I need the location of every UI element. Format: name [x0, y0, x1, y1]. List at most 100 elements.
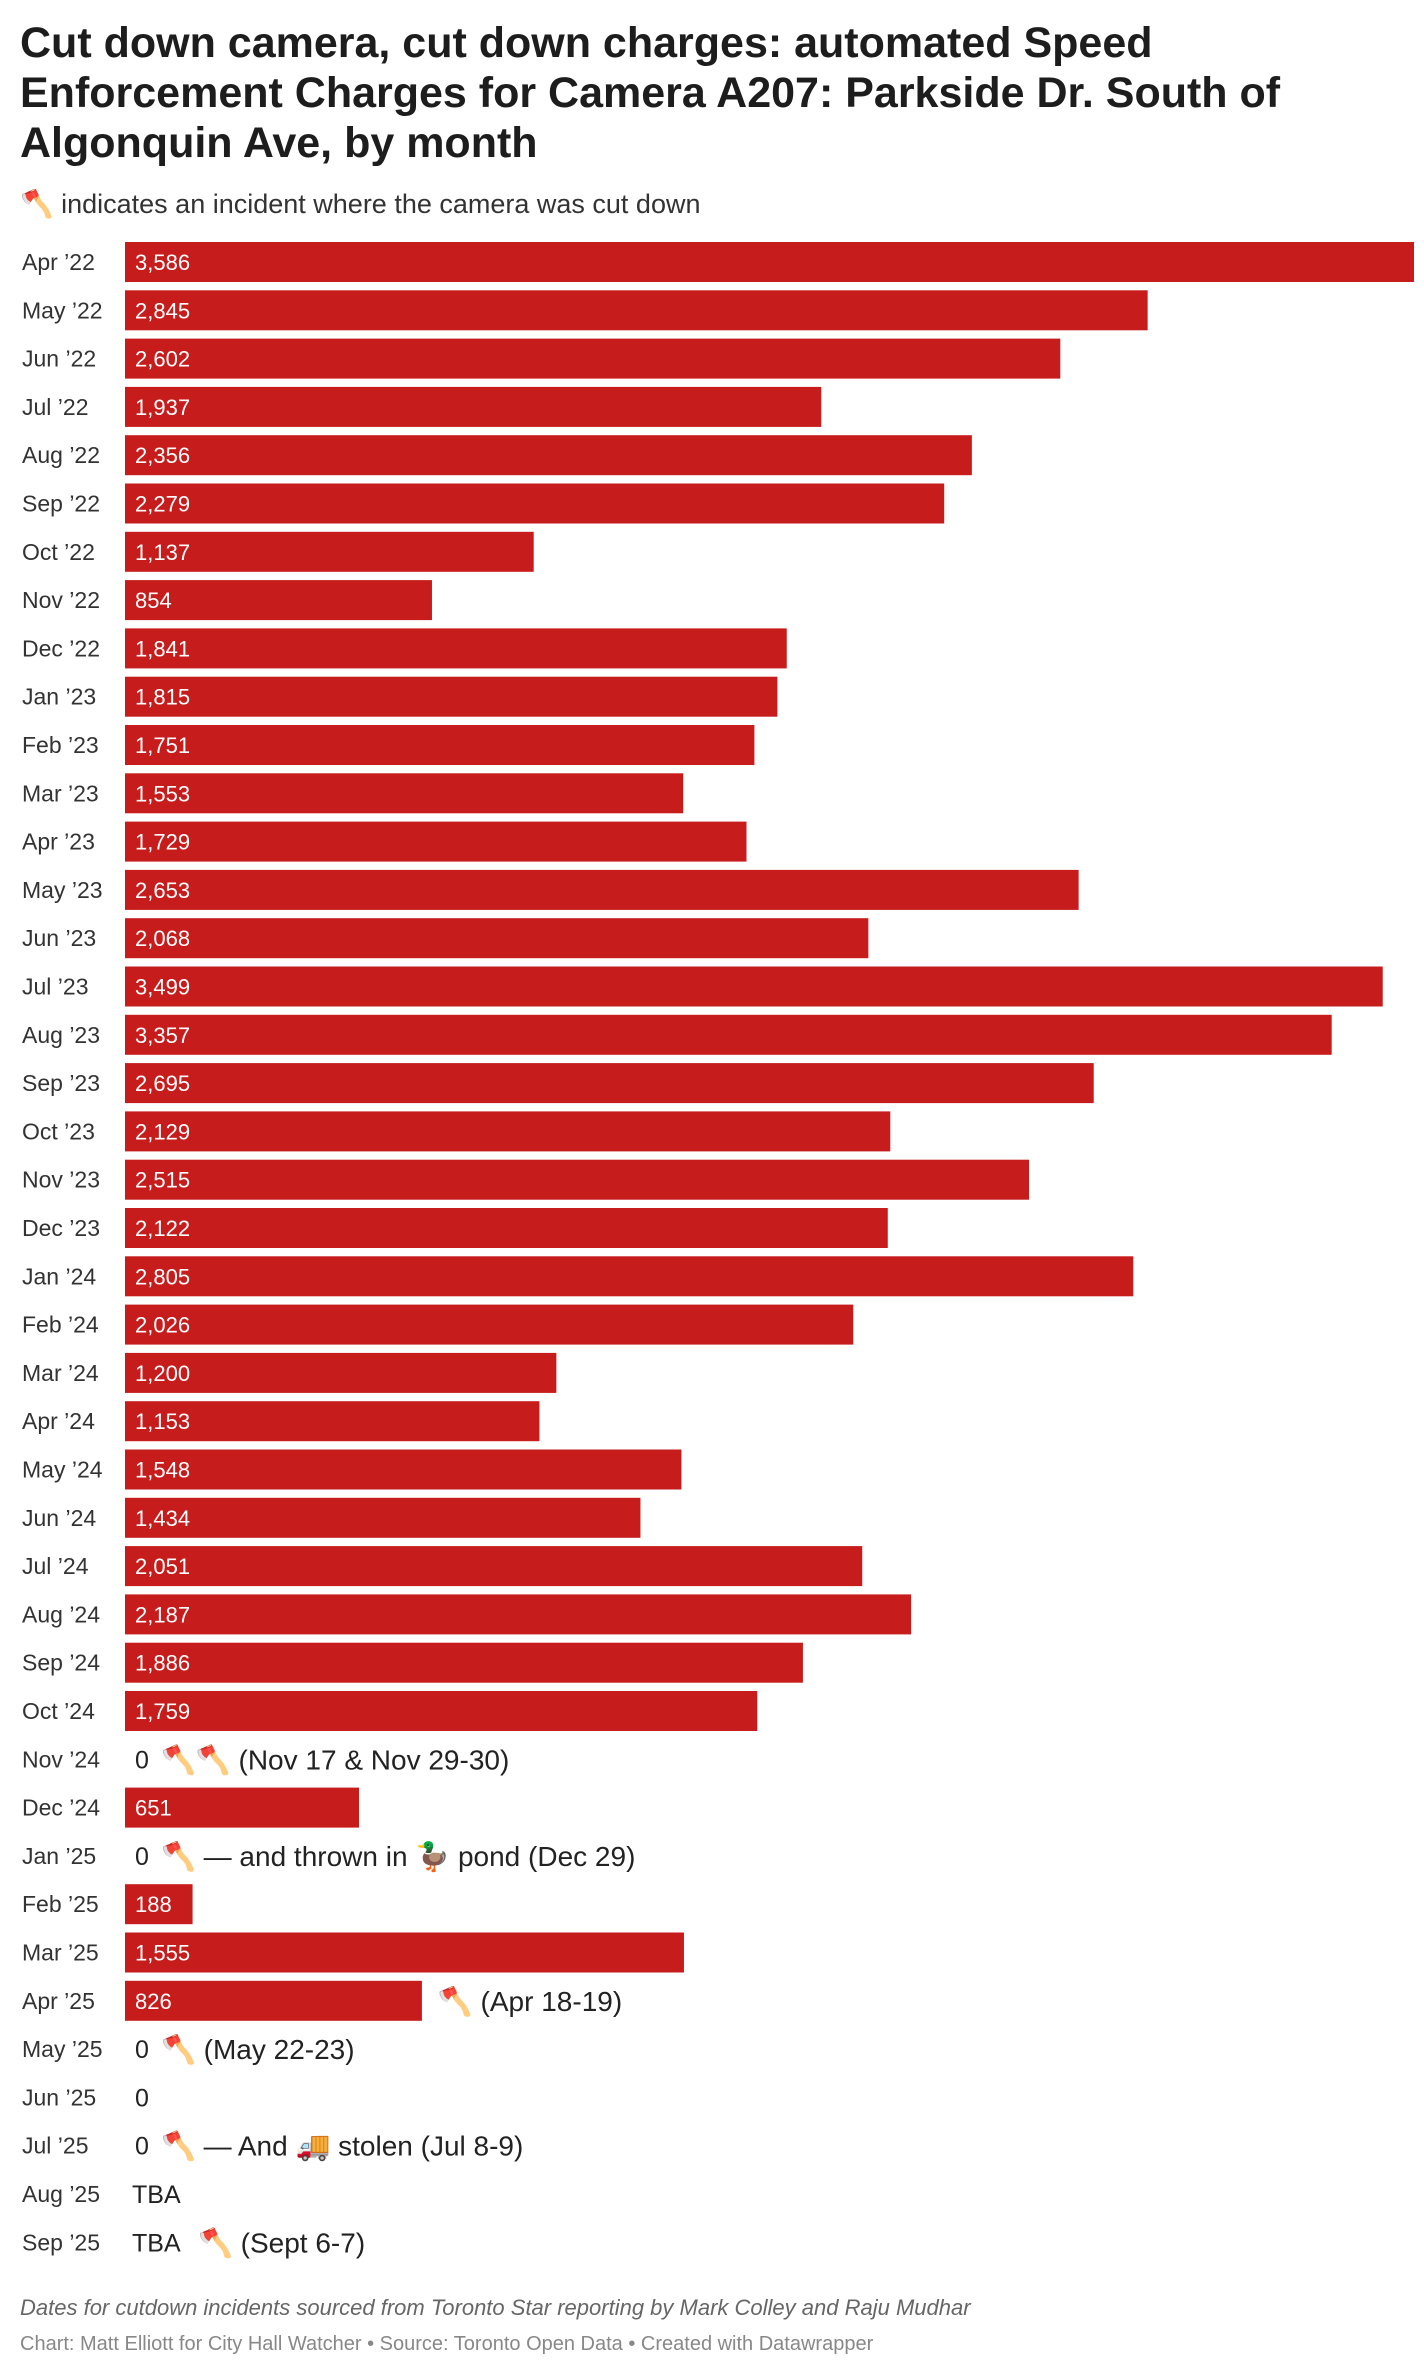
value-label: 188: [135, 1892, 172, 1917]
row-label: Feb ’25: [22, 1891, 99, 1917]
bar: [125, 1014, 1332, 1055]
annotation: 🪓 (May 22-23): [161, 2033, 355, 2066]
row-label: Jul ’23: [22, 974, 88, 1000]
row-label: Nov ’22: [22, 587, 100, 613]
bar: [125, 435, 972, 476]
annotation: 🪓🪓 (Nov 17 & Nov 29-30): [161, 1743, 509, 1776]
value-label: 2,129: [135, 1119, 190, 1144]
row-label: May ’24: [22, 1457, 103, 1483]
row-label: Oct ’22: [22, 539, 95, 565]
row-label: Nov ’23: [22, 1167, 100, 1193]
value-label: 3,357: [135, 1023, 190, 1048]
row-label: Sep ’22: [22, 491, 100, 517]
value-label: 1,153: [135, 1409, 190, 1434]
value-label: 2,026: [135, 1313, 190, 1338]
bar: [125, 1352, 557, 1393]
bar: [125, 580, 432, 621]
value-label: 651: [135, 1796, 172, 1821]
row-label: Jan ’24: [22, 1263, 96, 1289]
row-label: Nov ’24: [22, 1746, 100, 1772]
bar: [125, 338, 1061, 379]
value-label: 854: [135, 588, 172, 613]
value-label: 1,137: [135, 540, 190, 565]
bar: [125, 483, 945, 524]
value-label: 0: [135, 2084, 149, 2112]
footer-note: Dates for cutdown incidents sourced from…: [20, 2295, 971, 2320]
value-label: 2,279: [135, 492, 190, 517]
bar: [125, 773, 684, 814]
value-label: 2,602: [135, 347, 190, 372]
row-label: Feb ’24: [22, 1312, 99, 1338]
value-label: 1,548: [135, 1458, 190, 1483]
value-label: 1,555: [135, 1941, 190, 1966]
value-label: 1,751: [135, 733, 190, 758]
row-label: Jul ’24: [22, 1553, 89, 1579]
bar: [125, 1787, 360, 1828]
row-label: Apr ’24: [22, 1408, 95, 1434]
value-label: TBA: [132, 2229, 181, 2257]
chart-subtitle: 🪓 indicates an incident where the camera…: [20, 189, 701, 219]
bar: [125, 869, 1079, 910]
row-label: Feb ’23: [22, 732, 99, 758]
value-label: 0: [135, 1746, 149, 1774]
row-label: Oct ’23: [22, 1118, 95, 1144]
value-label: 1,729: [135, 830, 190, 855]
bar: [125, 676, 778, 717]
value-label: 2,187: [135, 1602, 190, 1627]
bar: [125, 1256, 1134, 1297]
row-label: Aug ’25: [22, 2181, 100, 2207]
row-label: May ’23: [22, 877, 103, 903]
value-label: 2,051: [135, 1554, 190, 1579]
bar: [125, 1401, 540, 1442]
bar: [125, 1111, 891, 1152]
value-label: 2,356: [135, 443, 190, 468]
bar: [125, 1691, 758, 1731]
bar: [125, 1932, 684, 1973]
value-label: 2,122: [135, 1216, 190, 1241]
bar: [125, 1159, 1030, 1200]
value-label: 0: [135, 2036, 149, 2064]
row-label: Dec ’23: [22, 1215, 100, 1241]
value-label: 3,499: [135, 975, 190, 1000]
bar: [125, 628, 787, 669]
value-label: 1,553: [135, 781, 190, 806]
bar: [125, 1063, 1094, 1104]
bar: [125, 1208, 888, 1248]
row-label: Aug ’23: [22, 1022, 100, 1048]
row-label: Apr ’25: [22, 1988, 95, 2014]
row-label: Oct ’24: [22, 1698, 95, 1724]
row-label: May ’25: [22, 2036, 103, 2062]
row-label: Jul ’25: [22, 2133, 88, 2159]
value-label: 2,845: [135, 298, 190, 323]
value-label: 826: [135, 1989, 172, 2014]
footer-credit: Chart: Matt Elliott for City Hall Watche…: [20, 2333, 874, 2355]
bar: [125, 1980, 422, 2021]
bar: [125, 1304, 854, 1345]
value-label: 0: [135, 1843, 149, 1871]
bar: [125, 1497, 641, 1538]
row-label: Sep ’25: [22, 2229, 100, 2255]
bar: [125, 821, 747, 862]
row-label: Mar ’24: [22, 1360, 99, 1386]
row-label: Aug ’24: [22, 1601, 100, 1627]
row-label: Jun ’25: [22, 2084, 96, 2110]
value-label: 1,200: [135, 1361, 190, 1386]
bar: [125, 966, 1383, 1007]
row-label: Jun ’23: [22, 925, 96, 951]
value-label: TBA: [132, 2181, 181, 2209]
bar: [125, 1546, 863, 1587]
row-label: May ’22: [22, 297, 103, 323]
row-label: Apr ’23: [22, 829, 95, 855]
row-label: Jan ’25: [22, 1843, 96, 1869]
row-label: Apr ’22: [22, 249, 95, 275]
value-label: 1,841: [135, 636, 190, 661]
value-label: 3,586: [135, 250, 190, 275]
annotation: 🪓 — and thrown in 🦆 pond (Dec 29): [161, 1840, 635, 1873]
row-label: Aug ’22: [22, 442, 100, 468]
row-label: Sep ’23: [22, 1070, 100, 1096]
bar: [125, 918, 869, 959]
value-label: 2,695: [135, 1071, 190, 1096]
value-label: 2,805: [135, 1264, 190, 1289]
row-label: Dec ’24: [22, 1795, 100, 1821]
value-label: 1,937: [135, 395, 190, 420]
